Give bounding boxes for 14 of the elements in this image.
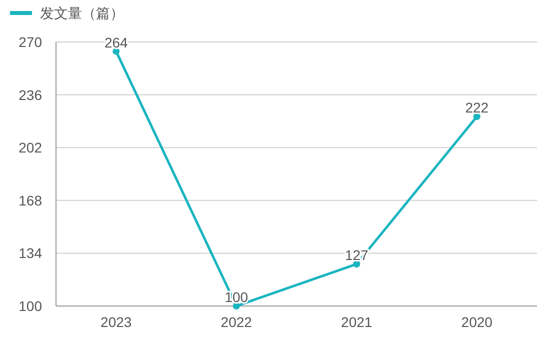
data-label: 264 [104, 34, 128, 50]
data-label: 222 [465, 100, 489, 116]
x-tick-label: 2022 [220, 314, 252, 330]
y-tick-label: 134 [18, 245, 42, 262]
y-tick-label: 202 [18, 140, 42, 156]
x-tick-label: 2021 [341, 314, 372, 330]
x-tick-label: 2020 [461, 314, 493, 330]
y-tick-label: 100 [18, 298, 42, 314]
y-tick-label: 270 [18, 34, 42, 50]
y-tick-label: 236 [18, 86, 42, 103]
point [473, 113, 480, 120]
y-tick-label: 168 [18, 192, 42, 208]
legend-label: 发文量（篇） [40, 5, 124, 21]
x-tick-label: 2023 [100, 314, 132, 330]
